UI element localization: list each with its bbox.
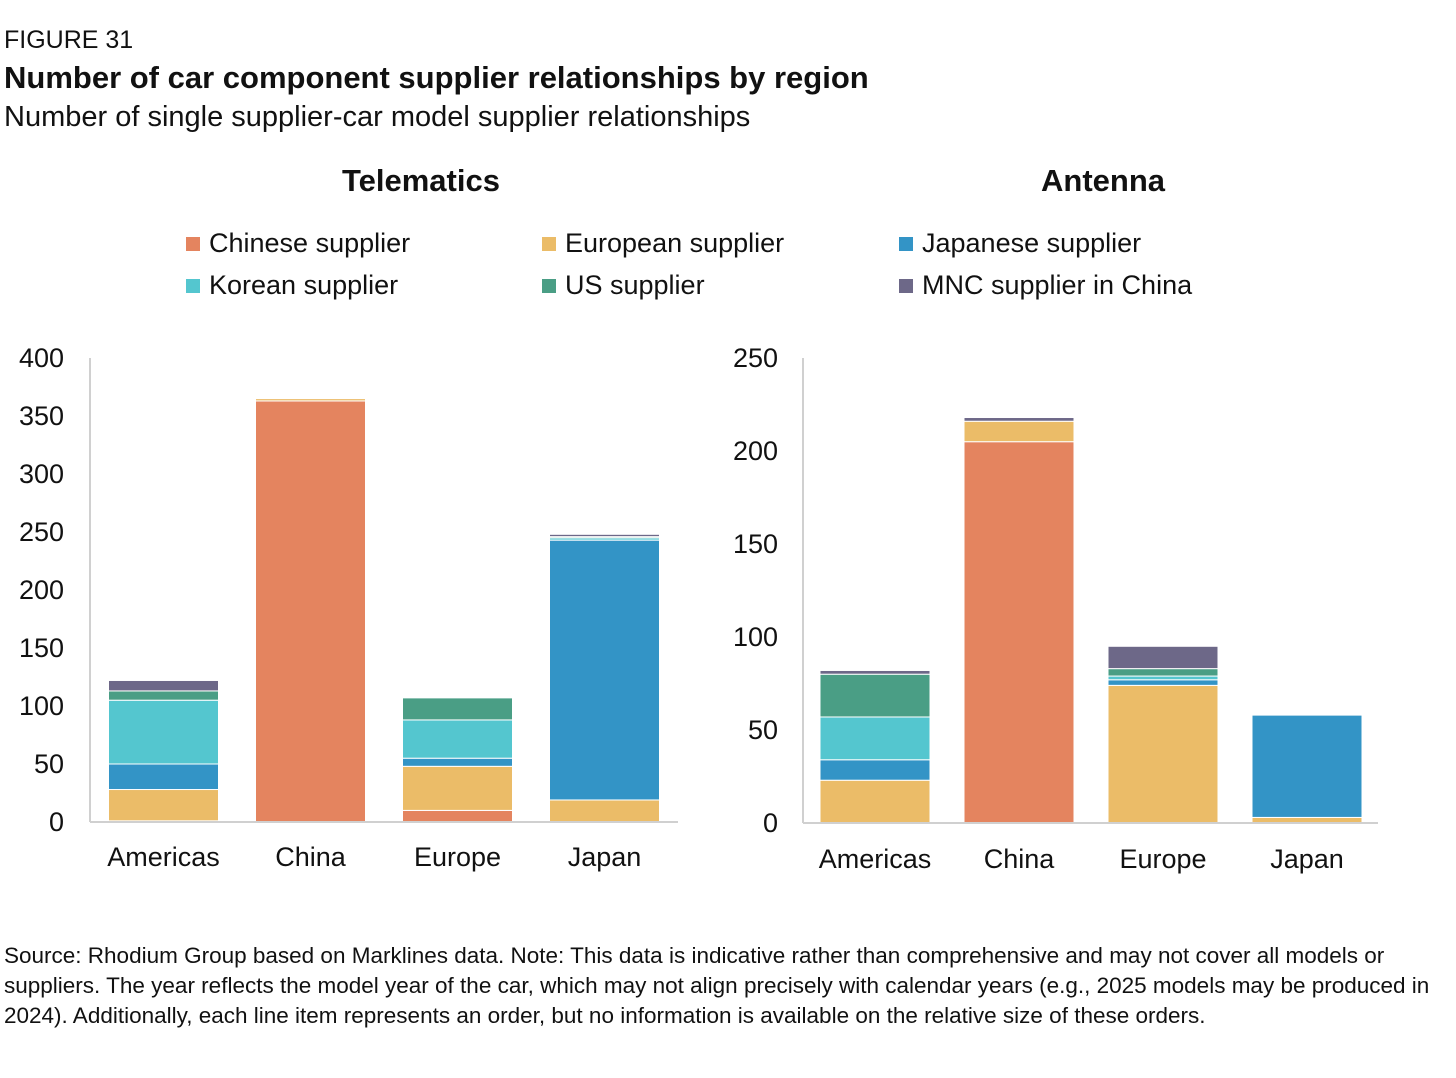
bar-segment <box>819 779 931 824</box>
bar-segment <box>402 697 513 721</box>
y-tick-label: 350 <box>19 401 64 431</box>
panel-title: Antenna <box>1041 163 1166 198</box>
bar-segment <box>963 420 1075 443</box>
bar-segment <box>108 789 219 822</box>
y-tick-label: 250 <box>19 517 64 547</box>
bar-segment <box>1107 684 1219 824</box>
bar-segment <box>1107 675 1219 681</box>
figure-label: FIGURE 31 <box>4 26 134 54</box>
bar-segment <box>255 398 366 402</box>
x-tick-label: Americas <box>107 842 220 872</box>
bar-segment <box>108 690 219 701</box>
x-tick-label: Europe <box>1119 844 1206 874</box>
bar-segment <box>819 759 931 781</box>
bar-segment <box>819 673 931 718</box>
y-tick-label: 0 <box>763 808 778 838</box>
panel-title: Telematics <box>342 163 500 198</box>
bar-segment <box>1251 714 1363 818</box>
y-tick-label: 150 <box>733 529 778 559</box>
chart-subtitle: Number of single supplier-car model supp… <box>4 101 751 133</box>
x-tick-label: Americas <box>819 844 932 874</box>
y-tick-label: 200 <box>19 575 64 605</box>
bar-segment <box>819 716 931 761</box>
bar-segment <box>108 763 219 791</box>
bar-segment <box>402 809 513 823</box>
y-tick-label: 50 <box>748 715 778 745</box>
bar-segment <box>402 719 513 759</box>
x-tick-label: Europe <box>414 842 501 872</box>
bar-segment <box>819 669 931 675</box>
x-tick-label: Japan <box>568 842 642 872</box>
y-tick-label: 50 <box>34 749 64 779</box>
bar-segment <box>963 441 1075 824</box>
bar-segment <box>549 539 660 801</box>
bar-segment <box>108 679 219 692</box>
x-tick-label: China <box>984 844 1056 874</box>
bar-segment <box>549 533 660 538</box>
y-tick-label: 100 <box>733 622 778 652</box>
bar-segment <box>1107 679 1219 686</box>
bar-segment <box>963 417 1075 422</box>
bar-segment <box>1107 668 1219 677</box>
source-note: Source: Rhodium Group based on Marklines… <box>4 943 1430 1028</box>
x-tick-label: China <box>275 842 347 872</box>
bar-segment <box>1107 645 1219 670</box>
y-tick-label: 0 <box>49 807 64 837</box>
bar-segment <box>402 765 513 811</box>
chart-title: Number of car component supplier relatio… <box>4 60 869 95</box>
bar-segment <box>108 699 219 765</box>
y-tick-label: 250 <box>733 343 778 373</box>
y-tick-label: 100 <box>19 691 64 721</box>
bar-segment <box>402 757 513 767</box>
stacked-bar-charts: Telematics Americas China Europe Japan 0 50 100… <box>19 163 1378 874</box>
y-tick-label: 400 <box>19 343 64 373</box>
bar-segment <box>255 400 366 823</box>
y-tick-label: 150 <box>19 633 64 663</box>
x-tick-label: Japan <box>1270 844 1344 874</box>
y-tick-label: 300 <box>19 459 64 489</box>
bar-segment <box>549 799 660 823</box>
y-tick-label: 200 <box>733 436 778 466</box>
